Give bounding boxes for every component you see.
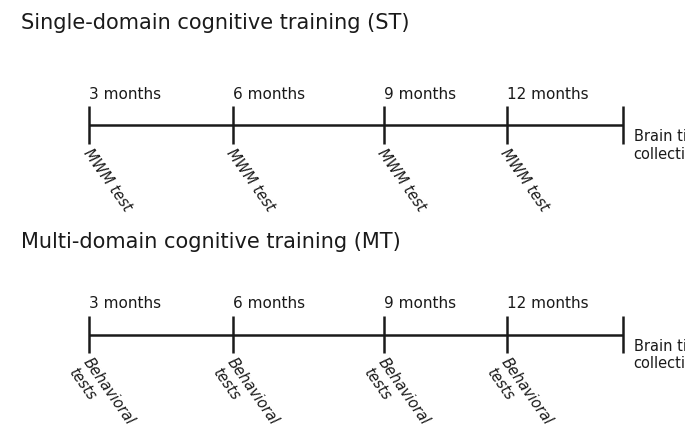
Text: 6 months: 6 months [233,296,305,311]
Text: MWM test: MWM test [498,146,552,214]
Text: Brain tissue
collection: Brain tissue collection [634,129,685,162]
Text: Behavioral
tests: Behavioral tests [210,355,281,438]
Text: Behavioral
tests: Behavioral tests [484,355,555,438]
Text: 12 months: 12 months [507,87,588,102]
Text: 9 months: 9 months [384,87,456,102]
Text: MWM test: MWM test [80,146,134,214]
Text: MWM test: MWM test [375,146,429,214]
Text: Behavioral
tests: Behavioral tests [360,355,432,438]
Text: Brain tissue
collection: Brain tissue collection [634,339,685,372]
Text: 3 months: 3 months [89,87,161,102]
Text: 3 months: 3 months [89,296,161,311]
Text: Single-domain cognitive training (ST): Single-domain cognitive training (ST) [21,13,409,33]
Text: MWM test: MWM test [224,146,278,214]
Text: 12 months: 12 months [507,296,588,311]
Text: 6 months: 6 months [233,87,305,102]
Text: Behavioral
tests: Behavioral tests [66,355,137,438]
Text: 9 months: 9 months [384,296,456,311]
Text: Multi-domain cognitive training (MT): Multi-domain cognitive training (MT) [21,232,400,252]
